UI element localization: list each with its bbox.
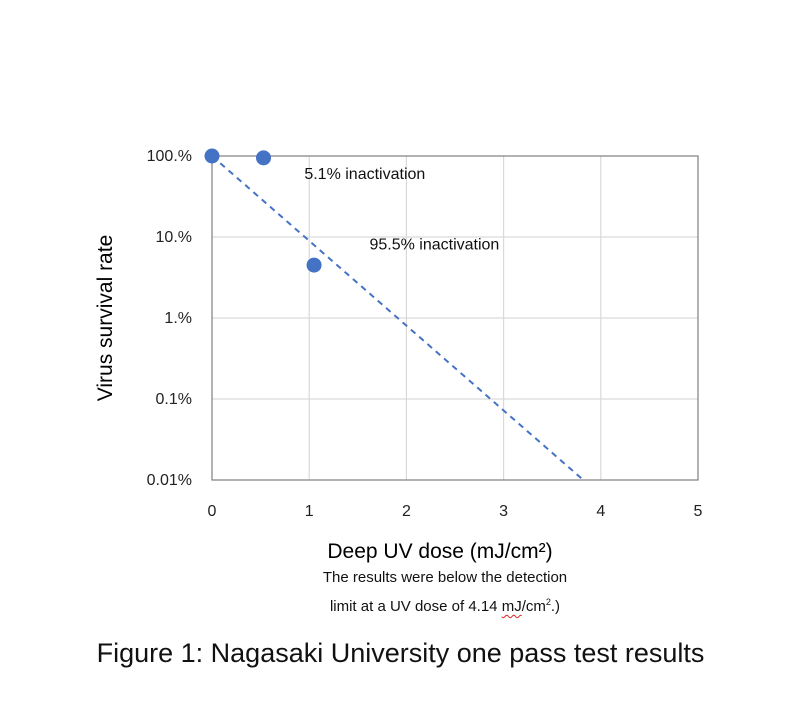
data-points [204, 148, 322, 273]
data-point [204, 148, 220, 164]
plot-frame [211, 155, 699, 481]
x-tick-label: 4 [596, 503, 605, 520]
detection-note-text: limit at a UV dose of 4.14 [329, 598, 502, 615]
detection-note-unit-sup: 2 [545, 597, 551, 607]
x-tick-label: 3 [499, 503, 508, 520]
detection-note-line-2: limit at a UV dose of 4.14 mJ/cm2.) [210, 591, 680, 618]
figure-caption: Figure 1: Nagasaki University one pass t… [96, 638, 705, 668]
data-point [306, 257, 322, 273]
chart: 0 1 2 3 4 5 0.01% 0.1% 1.% 10.% 100.% 5.1% inacti… [94, 148, 703, 563]
detection-note-unit-rest: /cm [521, 598, 546, 615]
x-tick-labels: 0 1 2 3 4 5 [208, 503, 703, 520]
detection-note-line-1: The results were below the detection [322, 569, 568, 586]
trendline-layer [211, 155, 584, 481]
x-axis-label: Deep UV dose (mJ/cm²) [327, 540, 552, 563]
y-tick-label: 0.1% [156, 391, 192, 408]
x-tick-label: 1 [305, 503, 314, 520]
y-tick-label: 10.% [156, 229, 192, 246]
y-tick-labels: 0.01% 0.1% 1.% 10.% 100.% [147, 148, 192, 489]
y-tick-label: 100.% [147, 148, 192, 165]
trendline [211, 155, 584, 481]
y-tick-label: 0.01% [147, 472, 192, 489]
x-tick-label: 2 [402, 503, 411, 520]
detection-note-end: .) [550, 598, 561, 615]
y-axis-label: Virus survival rate [94, 235, 117, 402]
y-tick-label: 1.% [164, 310, 192, 327]
annotation-label: 95.5% inactivation [369, 237, 499, 254]
x-tick-label: 0 [208, 503, 217, 520]
annotation-label: 5.1% inactivation [304, 166, 425, 183]
detection-note-unit-base: mJ [501, 598, 522, 615]
annotations: 5.1% inactivation 95.5% inactivation [304, 166, 499, 254]
grid-lines [212, 156, 698, 480]
x-tick-label: 5 [694, 503, 703, 520]
data-point [256, 150, 272, 166]
